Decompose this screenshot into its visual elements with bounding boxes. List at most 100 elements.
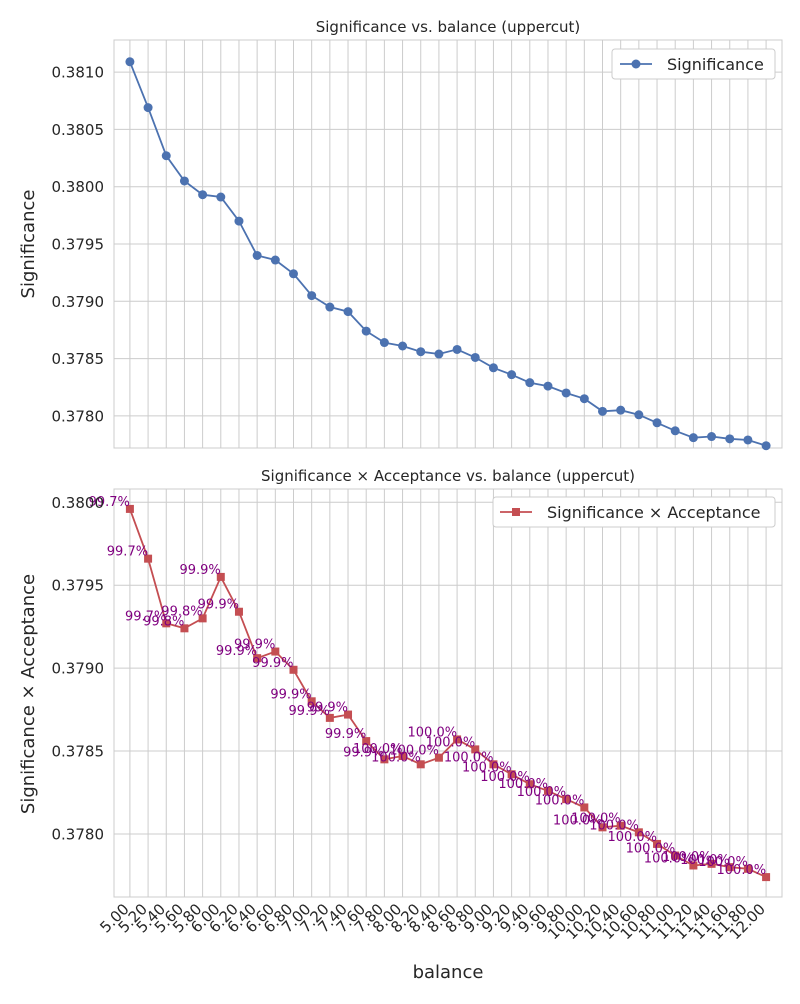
bottom-data-point bbox=[380, 755, 389, 764]
data-label: 100.0% bbox=[444, 750, 494, 765]
top-data-point bbox=[743, 435, 753, 445]
top-data-point bbox=[398, 341, 408, 351]
top-y-tick-label: 0.3795 bbox=[52, 236, 105, 254]
bottom-legend-label: Significance × Acceptance bbox=[547, 503, 761, 522]
bottom-data-point bbox=[489, 760, 498, 769]
top-y-tick-label: 0.3785 bbox=[52, 350, 105, 368]
top-legend: Significance bbox=[611, 48, 776, 80]
data-label: 100.0% bbox=[517, 785, 567, 800]
top-data-point bbox=[616, 405, 626, 415]
top-data-point bbox=[598, 406, 608, 416]
top-data-point bbox=[361, 326, 371, 336]
bottom-data-point bbox=[434, 753, 443, 762]
data-label: 99.7% bbox=[125, 609, 166, 624]
top-y-axis-label: Significance bbox=[18, 190, 39, 299]
data-label: 99.7% bbox=[89, 495, 130, 510]
bottom-data-point bbox=[198, 614, 207, 623]
bottom-data-point bbox=[653, 839, 662, 848]
top-data-point bbox=[688, 433, 698, 443]
top-data-point bbox=[270, 255, 280, 265]
top-data-point bbox=[543, 381, 553, 391]
bottom-legend-marker bbox=[512, 508, 520, 516]
bottom-data-point bbox=[344, 710, 353, 719]
data-label: 99.9% bbox=[198, 598, 239, 613]
top-data-point bbox=[325, 302, 335, 312]
bottom-data-point bbox=[216, 572, 225, 581]
data-label: 100.0% bbox=[389, 744, 439, 759]
top-grid bbox=[114, 40, 782, 448]
top-data-point bbox=[198, 190, 208, 200]
bottom-y-tick-label: 0.3790 bbox=[52, 660, 105, 678]
bottom-series-marks bbox=[125, 504, 771, 882]
data-label: 100.0% bbox=[553, 813, 603, 828]
top-data-point bbox=[761, 441, 771, 451]
top-data-point bbox=[252, 250, 262, 260]
bottom-data-point bbox=[325, 713, 334, 722]
bottom-data-point bbox=[580, 803, 589, 812]
bottom-y-tick-label: 0.3780 bbox=[52, 825, 105, 843]
data-label: 99.7% bbox=[107, 545, 148, 560]
data-label: 100.0% bbox=[680, 853, 730, 868]
bottom-data-point bbox=[289, 665, 298, 674]
top-data-point bbox=[379, 338, 389, 348]
top-y-tick-label: 0.3790 bbox=[52, 293, 105, 311]
x-axis-label: balance bbox=[413, 962, 484, 983]
bottom-legend: Significance × Acceptance bbox=[492, 496, 776, 528]
top-data-point bbox=[452, 344, 462, 354]
data-label: 100.0% bbox=[607, 830, 657, 845]
bottom-y-axis-label: Significance × Acceptance bbox=[18, 574, 39, 814]
top-chart-panel: 0.3780 0.3785 0.3790 0.3795 0.3800 0.3805 0.38… bbox=[18, 18, 783, 451]
top-data-point bbox=[507, 370, 517, 380]
data-label: 99.9% bbox=[179, 563, 220, 578]
bottom-data-point bbox=[689, 861, 698, 870]
bottom-data-point bbox=[471, 745, 480, 754]
bottom-data-point bbox=[725, 863, 734, 872]
top-data-point bbox=[525, 378, 535, 388]
bottom-data-point bbox=[543, 786, 552, 795]
top-data-point bbox=[216, 192, 226, 202]
data-label: 100.0% bbox=[462, 760, 512, 775]
top-legend-marker bbox=[631, 59, 641, 69]
bottom-data-point bbox=[234, 607, 243, 616]
data-label: 99.8% bbox=[143, 614, 184, 629]
top-data-point bbox=[652, 418, 662, 428]
data-label: 100.0% bbox=[644, 851, 694, 866]
data-label: 100.0% bbox=[371, 750, 421, 765]
bottom-y-tick-label: 0.3795 bbox=[52, 577, 105, 595]
bottom-plot-area bbox=[113, 488, 783, 898]
top-y-ticks: 0.3780 0.3785 0.3790 0.3795 0.3800 0.3805 0.38… bbox=[52, 64, 105, 426]
top-y-tick-label: 0.3805 bbox=[52, 121, 105, 139]
top-legend-box bbox=[611, 48, 776, 80]
data-label: 99.9% bbox=[343, 745, 384, 760]
top-data-point bbox=[143, 103, 153, 113]
bottom-data-point bbox=[762, 873, 771, 882]
top-data-point bbox=[579, 394, 589, 404]
top-series-marks bbox=[125, 57, 771, 451]
bottom-data-point bbox=[453, 735, 462, 744]
bottom-data-point bbox=[525, 780, 534, 789]
bottom-data-point bbox=[362, 737, 371, 746]
bottom-chart-title: Significance × Acceptance vs. balance (u… bbox=[261, 467, 635, 485]
data-label: 99.8% bbox=[161, 604, 202, 619]
top-data-point bbox=[470, 352, 480, 362]
top-y-tick-label: 0.3800 bbox=[52, 178, 105, 196]
data-label: 100.0% bbox=[571, 812, 621, 827]
top-data-point bbox=[634, 410, 644, 420]
top-data-point bbox=[434, 349, 444, 359]
data-label: 100.0% bbox=[535, 793, 585, 808]
top-data-point bbox=[488, 363, 498, 373]
data-label: 100.0% bbox=[498, 777, 548, 792]
bottom-data-point bbox=[144, 554, 153, 563]
top-chart-title: Significance vs. balance (uppercut) bbox=[316, 18, 581, 36]
top-data-point bbox=[307, 291, 317, 301]
top-data-point bbox=[288, 269, 298, 279]
bottom-data-point bbox=[707, 859, 716, 868]
data-label: 100.0% bbox=[408, 725, 458, 740]
bottom-data-point bbox=[307, 697, 316, 706]
top-data-point bbox=[416, 347, 426, 357]
data-label: 100.0% bbox=[662, 850, 712, 865]
top-data-point bbox=[125, 57, 135, 67]
top-data-point bbox=[234, 216, 244, 226]
